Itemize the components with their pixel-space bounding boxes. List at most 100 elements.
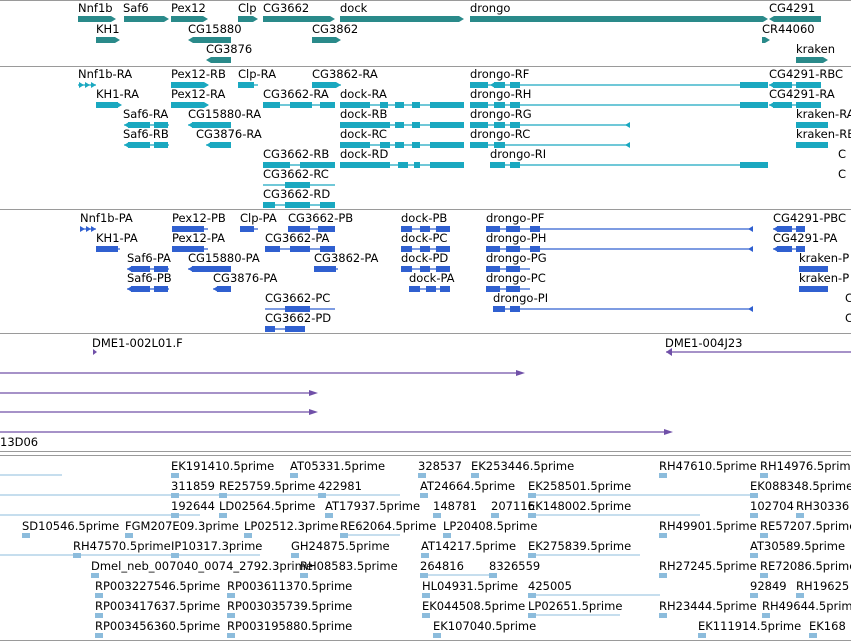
est-row-0-read-0[interactable]	[171, 473, 179, 478]
gene-cg3862-bar[interactable]	[312, 37, 341, 43]
gene-label-saf6-1[interactable]: Saf6	[123, 1, 149, 15]
gene-drongo-bar[interactable]	[470, 16, 768, 22]
est-label-311859-6[interactable]: 311859	[171, 479, 215, 493]
est-row-2-read-3[interactable]	[433, 513, 441, 518]
protein-saf6-pa-chevron-0[interactable]	[127, 266, 132, 272]
est-label-rp003417637-5prime-45[interactable]: RP003417637.5prime	[95, 599, 221, 613]
protein-dock-pb-exon-0[interactable]	[401, 226, 412, 232]
est-label-rh49901-5prime-25[interactable]: RH49901.5prime	[659, 519, 757, 533]
protein-dock-pd-exon-1[interactable]	[420, 266, 430, 272]
mrna-label-pex12-rb-1[interactable]: Pex12-RB	[171, 67, 226, 81]
mrna-saf6-ra-chevron-0[interactable]	[124, 122, 129, 128]
gene-cg4291-bar[interactable]	[769, 16, 821, 22]
protein-cg3662-pd-exon-1[interactable]	[285, 326, 305, 332]
est-row-3-read-3[interactable]	[340, 533, 348, 538]
est-label-8326559-36[interactable]: 8326559	[489, 559, 541, 573]
protein-cg3876-pa-chevron-0[interactable]	[213, 286, 218, 292]
est-label-rp003195880-5prime-52[interactable]: RP003195880.5prime	[227, 619, 353, 633]
protein-cg3662-pa-exon-1[interactable]	[290, 246, 310, 252]
protein-drongo-pg-exon-1[interactable]	[506, 266, 520, 272]
est-row-7-read-0[interactable]	[95, 613, 103, 618]
est-row-2-read-0[interactable]	[171, 513, 179, 518]
est-row-7-read-1[interactable]	[227, 613, 235, 618]
protein-drongo-pf-exon-2[interactable]	[530, 226, 540, 232]
protein-drongo-ph-exon-0[interactable]	[486, 246, 500, 252]
est-label-rp003611370-5prime-40[interactable]: RP003611370.5prime	[227, 579, 353, 593]
protein-saf6-pa-exon-1[interactable]	[154, 266, 168, 272]
gene-pex12-bar[interactable]	[171, 16, 208, 22]
gene-cg3662-bar[interactable]	[263, 16, 335, 22]
est-row-4-read-0[interactable]	[73, 553, 81, 558]
protein-label-drongo-ph-11[interactable]: drongo-PH	[486, 231, 547, 245]
mrna-kraken-ra-exon-0[interactable]	[796, 122, 828, 128]
protein-cg4291-pa-exon-0[interactable]	[777, 246, 792, 252]
est-label-rp003456360-5prime-51[interactable]: RP003456360.5prime	[95, 619, 221, 633]
est-row-3-read-6[interactable]	[760, 533, 768, 538]
protein-dock-pd-exon-2[interactable]	[436, 266, 450, 272]
est-label-gh24875-5prime-29[interactable]: GH24875.5prime	[291, 539, 390, 553]
mrna-dock-rb-exon-0[interactable]	[340, 122, 390, 128]
protein-label-c-28[interactable]: C	[845, 311, 851, 325]
est-label-rh47570-5prime-27[interactable]: RH47570.5prime	[73, 539, 171, 553]
mrna-label-drongo-rg-15[interactable]: drongo-RG	[470, 107, 532, 121]
est-label-ek148002-5prime-17[interactable]: EK148002.5prime	[528, 499, 632, 513]
gene-label-cr44060-11[interactable]: CR44060	[762, 22, 815, 36]
mrna-saf6-ra-exon-1[interactable]	[154, 122, 168, 128]
protein-kraken-p-exon-0[interactable]	[799, 266, 828, 272]
mrna-cg4291-rbc-exon-0[interactable]	[773, 82, 792, 88]
est-row-7-read-4[interactable]	[659, 613, 667, 618]
protein-label-cg4291-pbc-6[interactable]: CG4291-PBC	[773, 211, 847, 225]
est-row-7-read-2[interactable]	[422, 613, 430, 618]
est-row-0-read-5[interactable]	[760, 473, 768, 478]
est-label-ek191410-5prime-0[interactable]: EK191410.5prime	[171, 459, 275, 473]
protein-pex12-pb-exon-0[interactable]	[172, 226, 204, 232]
protein-dock-pa-exon-1[interactable]	[426, 286, 436, 292]
est-row-4-read-4[interactable]	[528, 553, 536, 558]
mrna-dock-ra-exon-0[interactable]	[340, 102, 370, 108]
protein-cg3662-pa-exon-2[interactable]	[320, 246, 335, 252]
mrna-label-cg3662-ra-8[interactable]: CG3662-RA	[263, 87, 329, 101]
mrna-cg3662-rc-exon-0[interactable]	[285, 182, 310, 188]
mrna-cg4291-rbc-exon-1[interactable]	[796, 82, 821, 88]
mrna-drongo-rh-chevron-1[interactable]	[750, 102, 755, 108]
mrna-label-drongo-rf-4[interactable]: drongo-RF	[470, 67, 530, 81]
est-row-2-read-4[interactable]	[491, 513, 499, 518]
protein-drongo-pf-chevron-0[interactable]	[486, 226, 491, 232]
est-row-1-read-4[interactable]	[528, 493, 536, 498]
protein-dock-pd-exon-0[interactable]	[401, 266, 412, 272]
gene-label-kh1-8[interactable]: KH1	[96, 22, 120, 36]
protein-label-cg3662-pb-3[interactable]: CG3662-PB	[288, 211, 354, 225]
est-label-re57207-5prime-26[interactable]: RE57207.5prime	[760, 519, 851, 533]
mrna-label-dock-rd-23[interactable]: dock-RD	[340, 147, 389, 161]
mrna-drongo-rf-exon-0[interactable]	[470, 82, 488, 88]
mrna-cg4291-ra-exon-1[interactable]	[796, 102, 821, 108]
est-label-ek111914-5prime-54[interactable]: EK111914.5prime	[698, 619, 802, 633]
mrna-label-kraken-rb-21[interactable]: kraken-RB	[796, 127, 851, 141]
mrna-label-cg3862-ra-3[interactable]: CG3862-RA	[312, 67, 378, 81]
est-label-92849-43[interactable]: 92849	[750, 579, 787, 593]
mrna-saf6-rb-exon-1[interactable]	[154, 142, 168, 148]
mrna-drongo-rg-exon-2[interactable]	[510, 122, 520, 128]
mrna-label-saf6-ra-12[interactable]: Saf6-RA	[123, 107, 169, 121]
mrna-drongo-rf-chevron-2[interactable]	[750, 82, 755, 88]
mrna-label-pex12-ra-7[interactable]: Pex12-RA	[171, 87, 226, 101]
est-row-2-read-6[interactable]	[750, 513, 758, 518]
protein-drongo-pf-chevron-1[interactable]	[748, 226, 753, 232]
protein-saf6-pb-exon-0[interactable]	[131, 286, 150, 292]
protein-label-pex12-pb-1[interactable]: Pex12-PB	[172, 211, 226, 225]
protein-drongo-pi-chevron-0[interactable]	[493, 306, 498, 312]
protein-label-dock-pd-16[interactable]: dock-PD	[401, 251, 449, 265]
protein-cg4291-pa-chevron-0[interactable]	[773, 246, 778, 252]
mrna-label-dock-rc-19[interactable]: dock-RC	[340, 127, 387, 141]
mrna-cg15880-ra-exon-0[interactable]	[192, 122, 231, 128]
protein-label-drongo-pf-5[interactable]: drongo-PF	[486, 211, 545, 225]
est-label-lp02512-3prime-22[interactable]: LP02512.3prime	[244, 519, 339, 533]
est-row-2-read-7[interactable]	[796, 513, 804, 518]
protein-label-cg4291-pa-12[interactable]: CG4291-PA	[773, 231, 838, 245]
clone-head-1[interactable]	[309, 390, 318, 396]
est-label-ek258501-5prime-10[interactable]: EK258501.5prime	[528, 479, 632, 493]
est-label-rp003227546-5prime-39[interactable]: RP003227546.5prime	[95, 579, 221, 593]
est-label-rh14976-5prime-5[interactable]: RH14976.5prime	[760, 459, 851, 473]
est-label-at14217-5prime-30[interactable]: AT14217.5prime	[421, 539, 517, 553]
est-row-3-read-4[interactable]	[443, 533, 451, 538]
